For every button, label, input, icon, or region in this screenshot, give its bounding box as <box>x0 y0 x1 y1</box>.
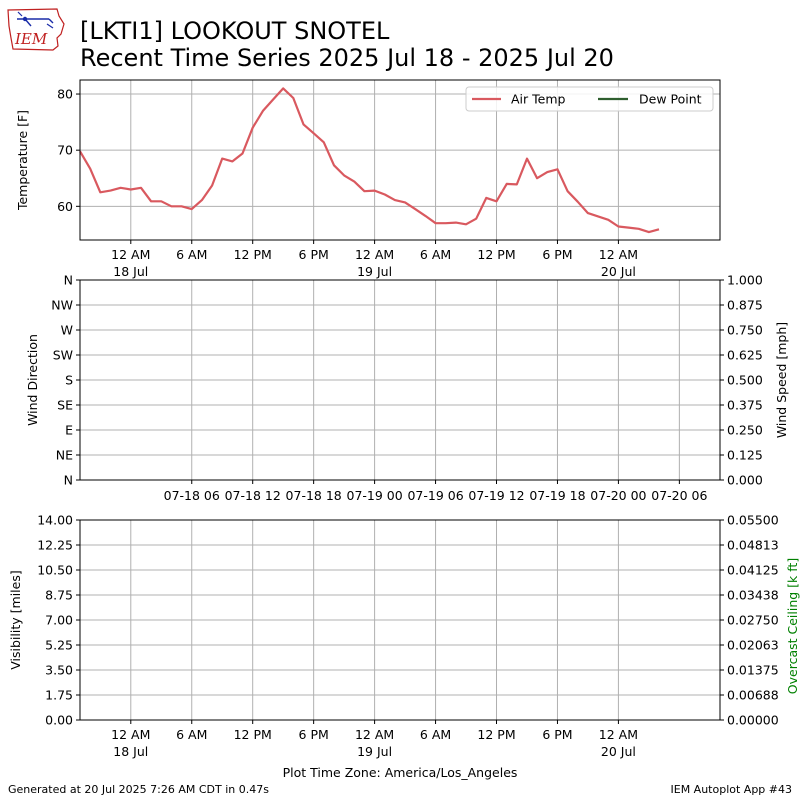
wind-xtick-label-7: 07-20 00 <box>590 488 646 503</box>
wind-dir-ytick-label-1: NE <box>56 448 73 463</box>
wind-speed-ytick-label-6: 0.750 <box>727 323 763 338</box>
vis-xtick-label-6: 12 PM <box>477 727 515 742</box>
temp-xtick-label-0: 12 AM <box>111 247 150 262</box>
temp-xtick-label-7: 6 PM <box>542 247 572 262</box>
footer-generated: Generated at 20 Jul 2025 7:26 AM CDT in … <box>8 783 269 796</box>
wind-speed-ytick-label-8: 1.000 <box>727 273 763 288</box>
wind-speed-ytick-label-5: 0.625 <box>727 348 763 363</box>
temp-xtick-day-4: 19 Jul <box>357 264 392 279</box>
temp-axes-frame <box>79 79 721 241</box>
page-title: [LKTI1] LOOKOUT SNOTEL <box>80 17 390 45</box>
vis-xtick-label-2: 12 PM <box>234 727 272 742</box>
temp-ylabel: Temperature [F] <box>15 110 30 211</box>
vis-xtick-label-0: 12 AM <box>111 727 150 742</box>
temp-xtick-label-3: 6 PM <box>299 247 329 262</box>
legend-label-air-temp: Air Temp <box>511 92 566 107</box>
temp-xtick-day-0: 18 Jul <box>113 264 148 279</box>
logo-text: IEM <box>14 30 48 48</box>
legend-box <box>465 86 714 112</box>
wind-dir-ytick-label-6: W <box>61 323 73 338</box>
vis-ylabel: Visibility [miles] <box>8 570 23 669</box>
page-subtitle: Recent Time Series 2025 Jul 18 - 2025 Ju… <box>80 44 614 72</box>
wind-dir-ytick-label-2: E <box>65 423 73 438</box>
ceiling-ylabel: Overcast Ceiling [k ft] <box>785 558 800 694</box>
wind-speed-ytick-label-7: 0.875 <box>727 298 763 313</box>
vis-ytick-label-2: 3.50 <box>45 663 73 678</box>
wind-speed-ytick-label-2: 0.250 <box>727 423 763 438</box>
wind-axes-frame <box>79 279 721 481</box>
wind-xtick-label-1: 07-18 12 <box>225 488 281 503</box>
ceiling-ytick-label-3: 0.02063 <box>727 638 779 653</box>
wind-dir-ytick-label-8: N <box>64 273 73 288</box>
wind-speed-ytick-label-1: 0.125 <box>727 448 763 463</box>
wind-speed-ytick-label-4: 0.500 <box>727 373 763 388</box>
vis-xtick-label-1: 6 AM <box>176 727 207 742</box>
vis-ytick-label-8: 14.00 <box>37 513 73 528</box>
vis-xlabel: Plot Time Zone: America/Los_Angeles <box>283 765 518 780</box>
vis-ytick-label-5: 8.75 <box>45 588 73 603</box>
wind-speed-ytick-label-0: 0.000 <box>727 473 763 488</box>
footer-app: IEM Autoplot App #43 <box>670 783 793 796</box>
wind-dir-ytick-label-0: N <box>64 473 73 488</box>
wind-dir-ytick-label-5: SW <box>53 348 73 363</box>
vis-xtick-day-8: 20 Jul <box>601 744 636 759</box>
vis-ytick-label-1: 1.75 <box>45 688 73 703</box>
ceiling-ytick-label-8: 0.05500 <box>727 513 779 528</box>
wind-dir-ytick-label-4: S <box>65 373 73 388</box>
wind-speed-ytick-label-3: 0.375 <box>727 398 763 413</box>
temp-xtick-label-1: 6 AM <box>176 247 207 262</box>
ceiling-ytick-label-5: 0.03438 <box>727 588 779 603</box>
temp-xtick-label-4: 12 AM <box>355 247 394 262</box>
vis-ytick-label-6: 10.50 <box>37 563 73 578</box>
ceiling-ytick-label-6: 0.04125 <box>727 563 779 578</box>
wind-xtick-label-3: 07-19 00 <box>347 488 403 503</box>
charts-canvas: 60 70 80 12 AM 18 Jul 6 AM 12 PM 6 PM 12 AM 19 Ju… <box>8 79 800 780</box>
wind-speed-ylabel: Wind Speed [mph] <box>774 322 789 438</box>
temp-xtick-label-8: 12 AM <box>599 247 638 262</box>
temp-xtick-day-8: 20 Jul <box>601 264 636 279</box>
vis-xtick-label-8: 12 AM <box>599 727 638 742</box>
vis-ytick-label-7: 12.25 <box>37 538 73 553</box>
temp-ytick-label-2: 80 <box>57 87 73 102</box>
vis-xtick-label-3: 6 PM <box>299 727 329 742</box>
wind-dir-ytick-label-3: SE <box>57 398 73 413</box>
vis-ytick-label-4: 7.00 <box>45 613 73 628</box>
legend-label-dew-point: Dew Point <box>639 92 702 107</box>
wind-dir-ylabel: Wind Direction <box>25 334 40 426</box>
ceiling-ytick-label-4: 0.02750 <box>727 613 779 628</box>
iem-logo: IEM <box>7 8 65 51</box>
vis-xtick-label-5: 6 AM <box>420 727 451 742</box>
wind-xtick-label-5: 07-19 12 <box>468 488 524 503</box>
temp-ytick-label-0: 60 <box>57 199 73 214</box>
vis-xtick-day-4: 19 Jul <box>357 744 392 759</box>
vis-ytick-label-3: 5.25 <box>45 638 73 653</box>
vis-xtick-day-0: 18 Jul <box>113 744 148 759</box>
ceiling-ytick-label-0: 0.00000 <box>727 713 779 728</box>
temp-xtick-label-5: 6 AM <box>420 247 451 262</box>
wind-xtick-label-0: 07-18 06 <box>164 488 220 503</box>
wind-xtick-label-4: 07-19 06 <box>407 488 463 503</box>
wind-xtick-label-2: 07-18 18 <box>286 488 342 503</box>
temp-ytick-label-1: 70 <box>57 143 73 158</box>
vis-xtick-label-4: 12 AM <box>355 727 394 742</box>
temp-xtick-label-2: 12 PM <box>234 247 272 262</box>
vis-ytick-label-0: 0.00 <box>45 713 73 728</box>
wind-dir-ytick-label-7: NW <box>51 298 73 313</box>
wind-xtick-label-6: 07-19 18 <box>529 488 585 503</box>
temp-xtick-label-6: 12 PM <box>477 247 515 262</box>
air-temp-line <box>79 87 660 234</box>
ceiling-ytick-label-7: 0.04813 <box>727 538 779 553</box>
vis-xtick-label-7: 6 PM <box>542 727 572 742</box>
ceiling-ytick-label-2: 0.01375 <box>727 663 779 678</box>
vis-axes-frame <box>79 519 721 721</box>
ceiling-ytick-label-1: 0.00688 <box>727 688 779 703</box>
wind-xtick-label-8: 07-20 06 <box>651 488 707 503</box>
